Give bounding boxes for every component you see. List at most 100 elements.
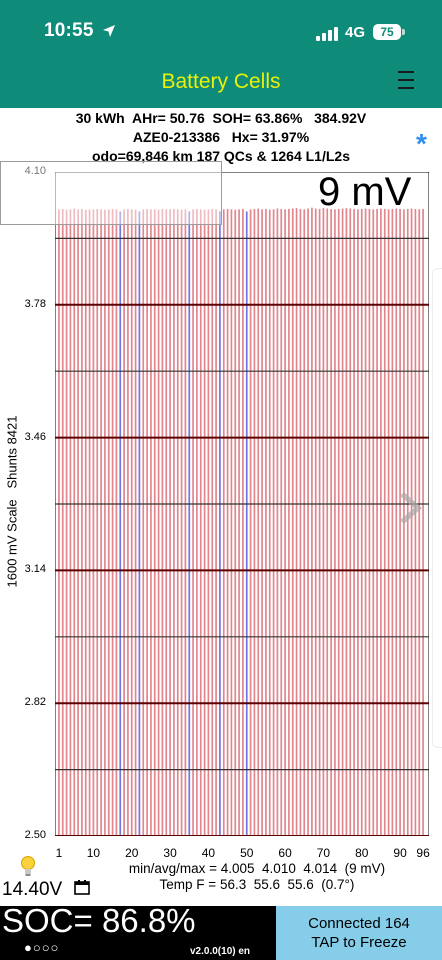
cell-bar-16[interactable] — [115, 209, 118, 836]
cell-bar-89[interactable] — [395, 208, 398, 836]
cell-bar-28[interactable] — [161, 208, 164, 836]
cell-bar-62[interactable] — [291, 208, 294, 836]
cell-bar-60[interactable] — [284, 209, 286, 836]
cell-bar-94[interactable] — [414, 208, 417, 836]
cell-bar-29[interactable] — [165, 209, 168, 836]
cell-bar-26[interactable] — [153, 209, 156, 836]
cell-bar-95[interactable] — [418, 209, 421, 836]
cell-bar-13[interactable] — [104, 209, 106, 836]
cell-bar-57[interactable] — [272, 209, 275, 836]
cell-bar-90[interactable] — [399, 208, 401, 836]
cell-bar-51[interactable] — [249, 209, 252, 836]
cell-bar-59[interactable] — [280, 208, 283, 836]
cell-bar-5[interactable] — [73, 208, 76, 836]
cell-bar-43[interactable] — [219, 211, 221, 836]
cell-bar-38[interactable] — [199, 209, 202, 836]
cell-bar-79[interactable] — [357, 209, 359, 836]
cell-bar-42[interactable] — [215, 209, 217, 836]
cell-bar-41[interactable] — [211, 208, 214, 836]
cell-bar-58[interactable] — [276, 208, 279, 836]
cell-bar-20[interactable] — [130, 209, 133, 836]
cell-bar-21[interactable] — [134, 209, 137, 836]
cell-bar-3[interactable] — [65, 209, 68, 836]
cell-bar-80[interactable] — [360, 208, 363, 836]
chevron-right-icon[interactable] — [398, 488, 428, 528]
cell-bar-64[interactable] — [299, 208, 302, 836]
cell-bar-74[interactable] — [337, 208, 340, 836]
cell-bar-53[interactable] — [257, 208, 260, 836]
cell-bar-55[interactable] — [265, 208, 267, 836]
cell-bar-82[interactable] — [368, 208, 371, 836]
cell-bar-48[interactable] — [238, 209, 240, 836]
cell-bar-67[interactable] — [311, 207, 313, 836]
cell-bar-92[interactable] — [406, 208, 409, 836]
connection-status[interactable]: Connected 164 TAP to Freeze — [276, 914, 442, 952]
cell-bar-2[interactable] — [61, 208, 64, 836]
cell-bar-24[interactable] — [146, 208, 148, 836]
cell-bar-32[interactable] — [176, 209, 179, 836]
cell-bar-27[interactable] — [157, 209, 160, 836]
cell-bar-68[interactable] — [314, 208, 317, 836]
cell-bar-52[interactable] — [253, 208, 256, 836]
cell-bar-8[interactable] — [84, 209, 87, 836]
cell-bar-71[interactable] — [326, 208, 329, 836]
cell-bar-85[interactable] — [380, 208, 382, 836]
cell-voltage-chart[interactable] — [55, 172, 429, 836]
cell-bar-36[interactable] — [192, 209, 194, 836]
cell-bar-88[interactable] — [391, 208, 394, 836]
cell-bar-76[interactable] — [345, 208, 348, 836]
cell-bar-7[interactable] — [81, 208, 83, 836]
cell-bar-31[interactable] — [173, 208, 175, 836]
cell-bar-50[interactable] — [245, 211, 248, 836]
cell-bar-17[interactable] — [119, 211, 122, 836]
cell-bar-86[interactable] — [383, 208, 386, 836]
page-indicator[interactable]: ●○○○ — [24, 940, 60, 955]
cell-bar-66[interactable] — [307, 208, 309, 836]
hamburger-menu-icon[interactable] — [396, 66, 418, 94]
cell-bar-47[interactable] — [234, 209, 237, 836]
cell-bar-49[interactable] — [242, 208, 244, 836]
cell-bar-19[interactable] — [127, 208, 129, 836]
calendar-icon[interactable] — [74, 879, 90, 895]
cell-bar-15[interactable] — [111, 208, 114, 836]
connection-button[interactable] — [276, 906, 442, 960]
scale-overlay-box[interactable] — [0, 161, 222, 225]
cell-bar-14[interactable] — [107, 209, 110, 836]
cell-bar-56[interactable] — [268, 209, 271, 836]
cell-bar-83[interactable] — [372, 209, 375, 836]
favorite-star-icon[interactable]: * — [416, 128, 427, 159]
cell-bar-75[interactable] — [341, 208, 344, 836]
cell-bar-30[interactable] — [169, 209, 171, 836]
cell-bar-96[interactable] — [422, 208, 424, 836]
cell-bar-78[interactable] — [353, 208, 355, 836]
cell-bar-72[interactable] — [330, 208, 332, 836]
cell-bar-37[interactable] — [196, 208, 198, 836]
cell-bar-93[interactable] — [410, 208, 413, 836]
cell-bar-73[interactable] — [334, 209, 336, 836]
cell-bar-6[interactable] — [77, 209, 79, 836]
soc-panel[interactable] — [0, 906, 276, 960]
cell-bar-9[interactable] — [88, 209, 91, 836]
cell-bar-40[interactable] — [207, 209, 210, 836]
cell-bar-22[interactable] — [138, 211, 141, 836]
cell-bar-23[interactable] — [142, 209, 145, 836]
cell-bar-69[interactable] — [318, 208, 321, 836]
cell-bar-33[interactable] — [180, 209, 183, 836]
cell-bar-61[interactable] — [288, 208, 290, 836]
side-page-handle[interactable] — [432, 268, 442, 748]
cell-bar-46[interactable] — [230, 209, 233, 836]
cell-bar-54[interactable] — [261, 209, 263, 836]
cell-bar-81[interactable] — [364, 208, 367, 836]
cell-bar-44[interactable] — [222, 209, 225, 836]
cell-bar-65[interactable] — [303, 209, 306, 836]
cell-bar-12[interactable] — [100, 209, 102, 836]
cell-bar-45[interactable] — [226, 208, 229, 836]
cell-bar-77[interactable] — [349, 208, 352, 836]
cell-bar-11[interactable] — [96, 208, 99, 836]
cell-bar-18[interactable] — [123, 209, 125, 836]
cell-bar-87[interactable] — [387, 209, 390, 836]
cell-bar-25[interactable] — [150, 209, 152, 836]
cell-bar-63[interactable] — [295, 208, 298, 836]
cell-bar-1[interactable] — [58, 209, 60, 836]
cell-bar-84[interactable] — [376, 208, 378, 836]
